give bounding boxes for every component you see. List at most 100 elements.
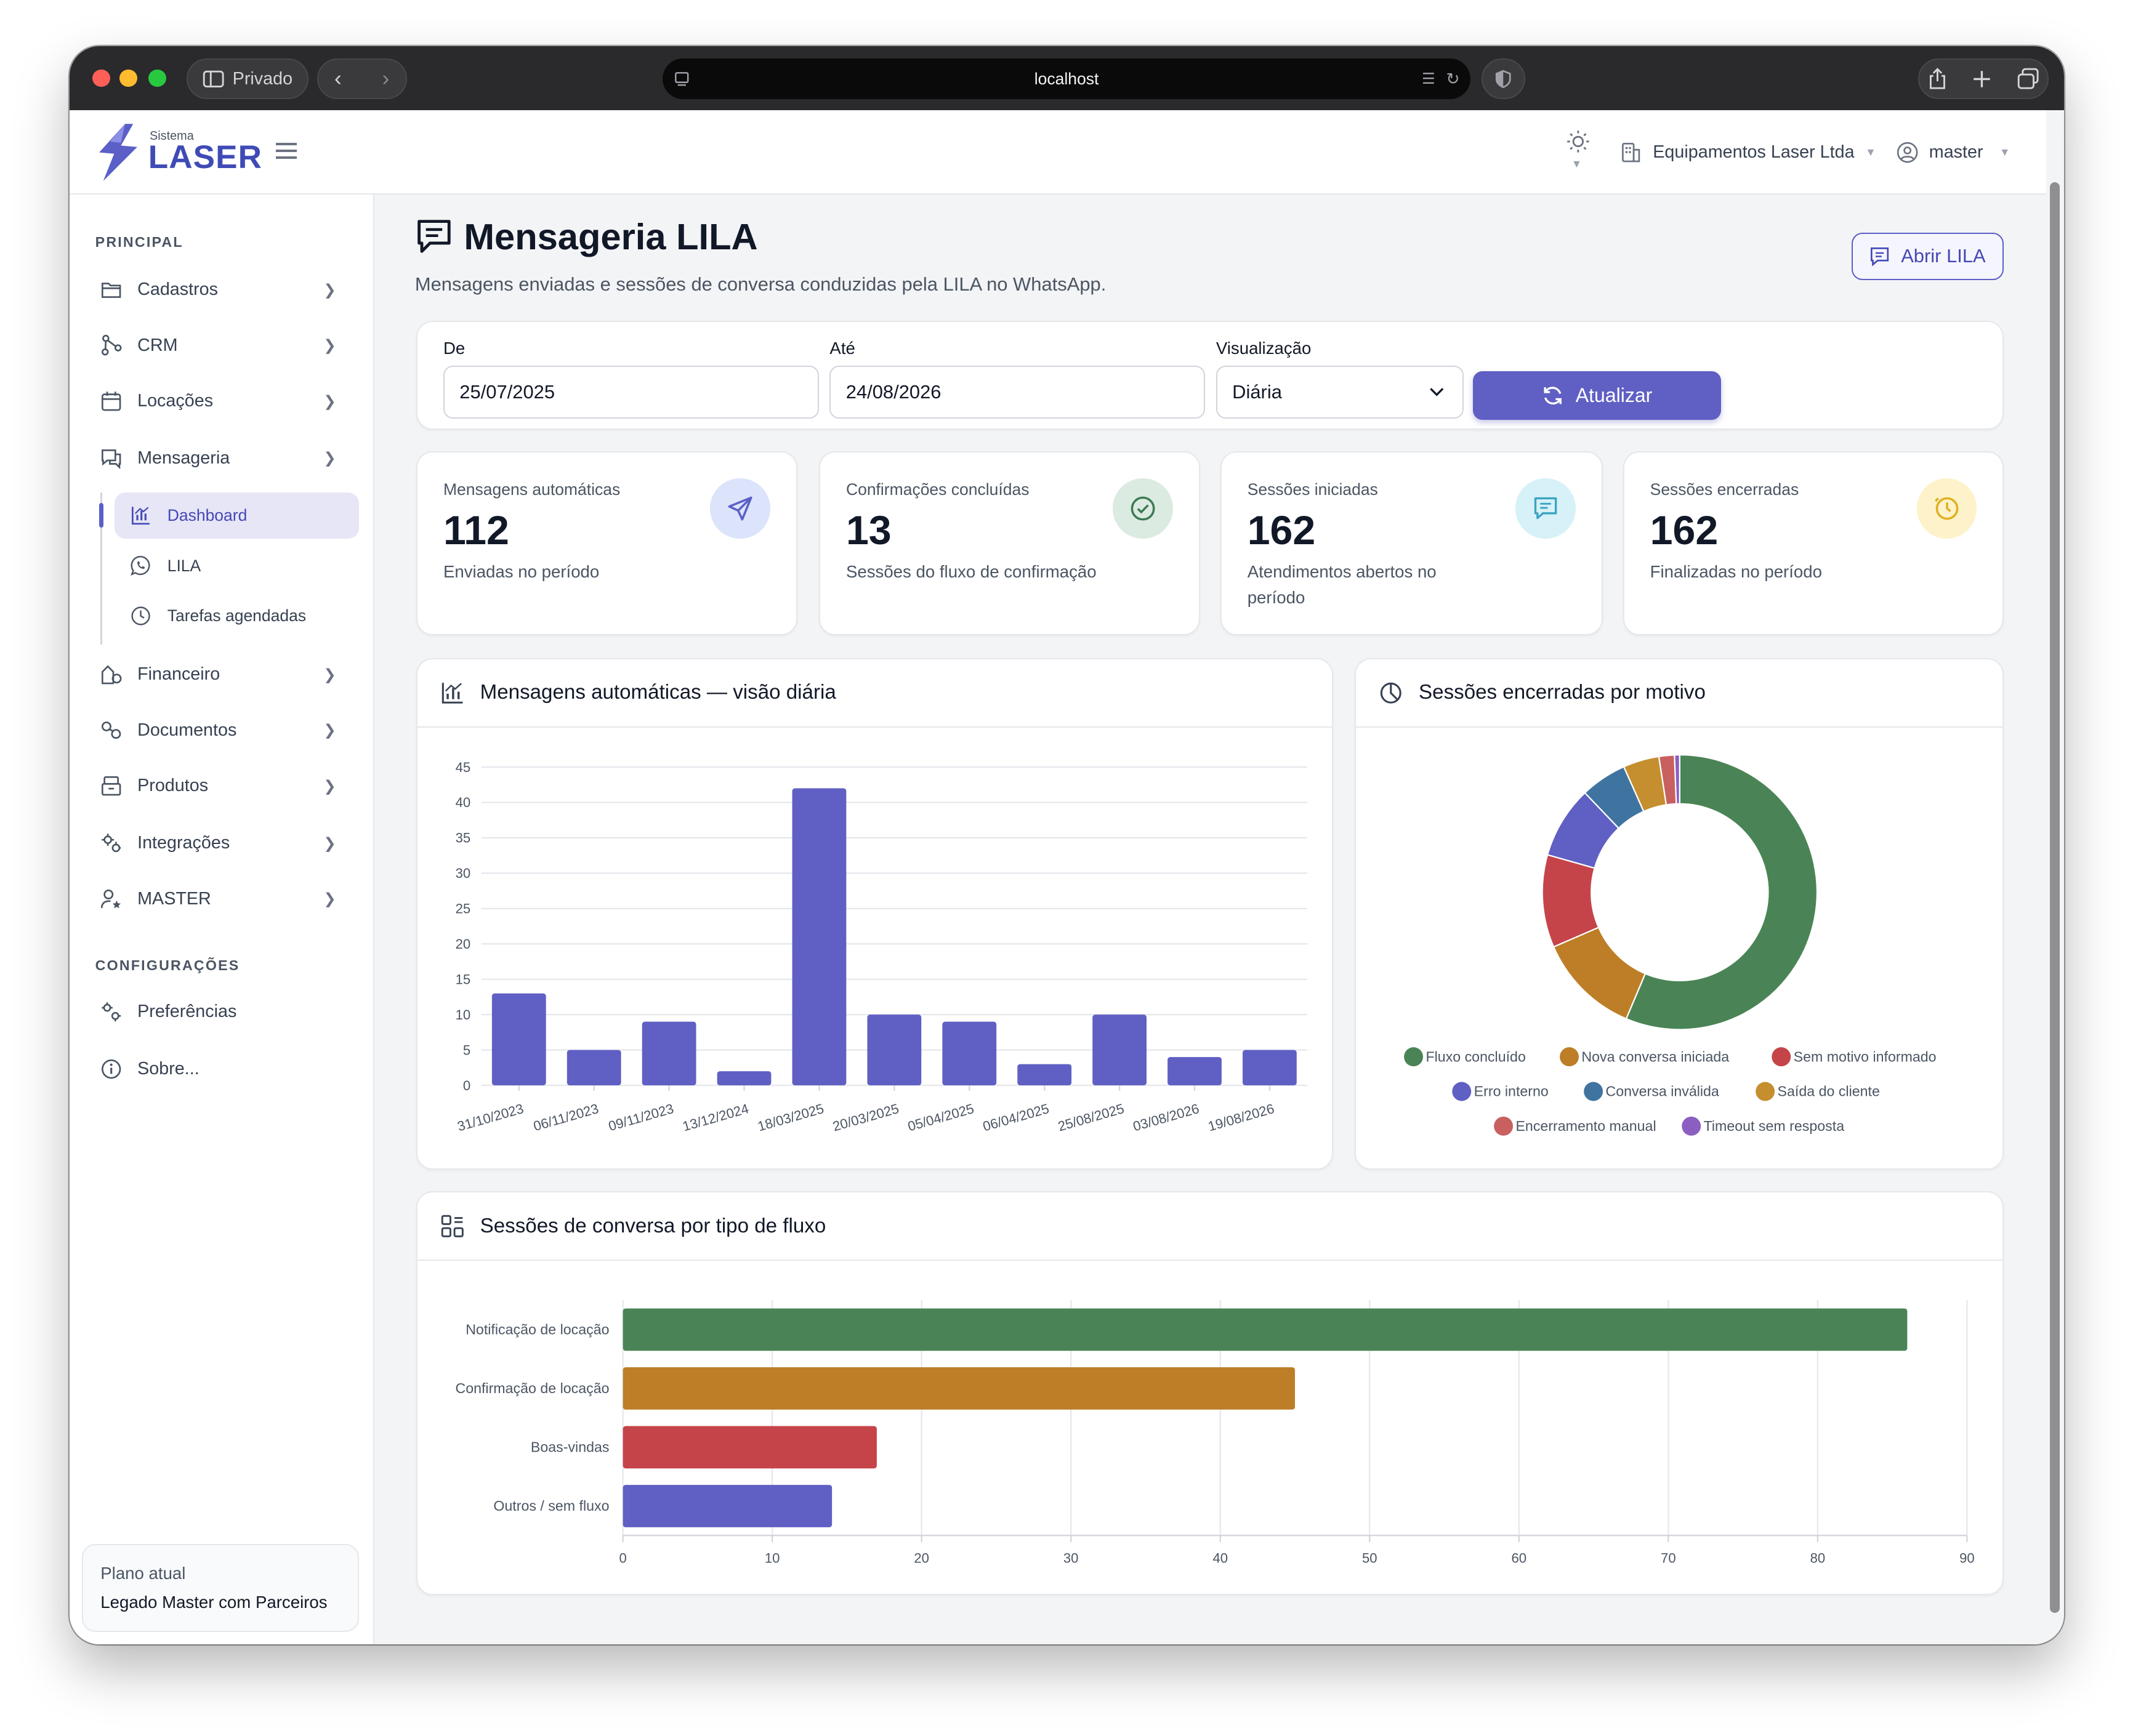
logo-small-text: Sistema <box>150 129 194 143</box>
sidebar-subitem-lila[interactable]: LILA <box>115 542 360 589</box>
close-window-button[interactable] <box>92 69 110 87</box>
kpi-card-sessoes-encerradas: Sessões encerradas 162 Finalizadas no pe… <box>1623 451 2004 635</box>
sidebar-item-produtos[interactable]: Produtos ❯ <box>83 763 361 809</box>
from-date-input[interactable]: 25/07/2025 <box>443 366 819 419</box>
submenu-line <box>100 492 102 645</box>
y-tick-label: 15 <box>456 971 471 987</box>
y-tick-label: 0 <box>463 1077 470 1093</box>
update-button-label: Atualizar <box>1575 384 1653 407</box>
chevron-right-icon: ❯ <box>323 778 336 795</box>
share-icon[interactable] <box>1928 68 1947 90</box>
kpi-subtext: Sessões do fluxo de confirmação <box>845 561 1097 581</box>
y-tick-label: 25 <box>456 901 471 916</box>
donut-chart-title: Sessões encerradas por motivo <box>1419 681 1706 704</box>
to-date-value: 24/08/2026 <box>845 381 942 403</box>
private-tab-button[interactable]: Privado <box>186 58 309 100</box>
kpi-label: Confirmações concluídas <box>845 480 1030 499</box>
sidebar-item-mensageria[interactable]: Mensageria ❯ <box>83 435 361 481</box>
user-caret-icon: ▼ <box>1999 145 2010 158</box>
clock-alert-icon <box>1917 478 1977 539</box>
sidebar-item-crm[interactable]: CRM ❯ <box>83 323 361 369</box>
donut-chart-card: Sessões encerradas por motivo Fluxo conc… <box>1355 658 2004 1170</box>
sidebar-item-locacoes[interactable]: Locações ❯ <box>83 378 361 424</box>
page-scrollbar[interactable] <box>2046 174 2064 1645</box>
new-tab-icon[interactable] <box>1972 70 1991 89</box>
view-select[interactable]: Diária <box>1216 366 1464 419</box>
main-content: Mensageria LILA Mensagens enviadas e ses… <box>375 194 2046 1645</box>
chart-icon <box>131 505 151 526</box>
y-tick-label: Confirmação de locação <box>455 1380 609 1396</box>
legend-label: Fluxo concluído <box>1426 1048 1526 1064</box>
forward-icon[interactable]: › <box>382 66 390 91</box>
bar <box>792 788 847 1085</box>
sidebar: PRINCIPAL Cadastros ❯ CRM ❯ Locações ❯ M… <box>69 194 374 1645</box>
app-logo[interactable]: Sistema LASER <box>92 123 262 182</box>
history-nav: ‹ › <box>317 58 407 100</box>
theme-toggle[interactable]: ▼ <box>1566 129 1593 179</box>
translate-icon[interactable]: ☰ <box>1422 71 1435 88</box>
settings-icon <box>100 1001 122 1023</box>
app: Sistema LASER ▼ Equipamentos Laser Ltda … <box>69 110 2064 1645</box>
sidebar-item-integracoes[interactable]: Integrações ❯ <box>83 820 361 866</box>
menu-toggle-icon[interactable] <box>276 142 297 159</box>
whatsapp-icon <box>131 555 151 576</box>
scrollbar-thumb[interactable] <box>2050 182 2060 1613</box>
user-menu[interactable]: master ▼ <box>1897 137 2010 167</box>
update-button[interactable]: Atualizar <box>1473 371 1721 420</box>
section-principal: PRINCIPAL <box>95 233 183 250</box>
maximize-window-button[interactable] <box>148 69 166 87</box>
network-icon <box>100 334 122 356</box>
shield-button[interactable] <box>1481 58 1525 100</box>
to-date-input[interactable]: 24/08/2026 <box>829 366 1206 419</box>
open-lila-button[interactable]: Abrir LILA <box>1851 232 2004 281</box>
tab-overview-icon[interactable] <box>2017 68 2039 90</box>
chat-icon <box>100 448 122 470</box>
kpi-value: 13 <box>845 507 892 553</box>
kpi-label: Mensagens automáticas <box>443 480 621 499</box>
minimize-window-button[interactable] <box>119 69 138 87</box>
sidebar-item-master[interactable]: MASTER ❯ <box>83 876 361 922</box>
window-actions <box>1918 58 2049 100</box>
bar <box>1243 1050 1297 1085</box>
x-tick-label: 19/08/2026 <box>1206 1101 1276 1134</box>
y-tick-label: 35 <box>456 830 471 845</box>
company-selector[interactable]: Equipamentos Laser Ltda ▼ <box>1620 137 1876 167</box>
sidebar-item-preferencias[interactable]: Preferências <box>83 989 361 1035</box>
reload-icon[interactable]: ↻ <box>1446 69 1460 88</box>
x-tick-label: 03/08/2026 <box>1131 1101 1201 1134</box>
sidebar-item-financeiro[interactable]: Financeiro ❯ <box>83 651 361 697</box>
legend-swatch <box>1772 1047 1791 1066</box>
info-icon <box>100 1058 122 1080</box>
sidebar-item-label: Sobre... <box>137 1058 200 1079</box>
chevron-right-icon: ❯ <box>323 393 336 410</box>
back-icon[interactable]: ‹ <box>334 66 342 91</box>
sidebar-subitem-label: LILA <box>167 556 201 575</box>
sidebar-item-documentos[interactable]: Documentos ❯ <box>83 707 361 753</box>
gears-icon <box>100 832 122 854</box>
x-tick-label: 90 <box>1959 1550 1975 1565</box>
sidebar-item-label: Documentos <box>137 720 237 740</box>
pie-chart-icon <box>1379 681 1404 705</box>
sidebar-item-cadastros[interactable]: Cadastros ❯ <box>83 267 361 313</box>
address-bar[interactable]: localhost ☰ ↻ <box>662 58 1471 100</box>
finance-icon <box>100 664 122 685</box>
legend-label: Sem motivo informado <box>1794 1048 1937 1064</box>
sidebar-item-sobre[interactable]: Sobre... <box>83 1046 361 1092</box>
y-tick-label: 45 <box>456 760 471 775</box>
folder-icon <box>100 279 122 300</box>
x-tick-label: 31/10/2023 <box>456 1101 525 1134</box>
sun-icon <box>1567 131 1589 153</box>
sidebar-subitem-tarefas[interactable]: Tarefas agendadas <box>115 593 360 639</box>
kpi-value: 162 <box>1650 507 1719 553</box>
page-settings-icon[interactable] <box>674 71 690 87</box>
sidebar-subitem-dashboard[interactable]: Dashboard <box>114 492 360 539</box>
x-tick-label: 20/03/2025 <box>831 1101 900 1134</box>
legend-swatch <box>1404 1047 1424 1066</box>
legend-swatch <box>1452 1082 1472 1101</box>
x-tick-label: 20 <box>914 1550 929 1565</box>
flow-chart-header: Sessões de conversa por tipo de fluxo <box>417 1192 2003 1261</box>
bar-chart-icon <box>441 681 466 705</box>
x-tick-label: 50 <box>1362 1550 1377 1565</box>
donut-chart-header: Sessões encerradas por motivo <box>1356 659 2003 728</box>
documents-icon <box>100 720 122 741</box>
